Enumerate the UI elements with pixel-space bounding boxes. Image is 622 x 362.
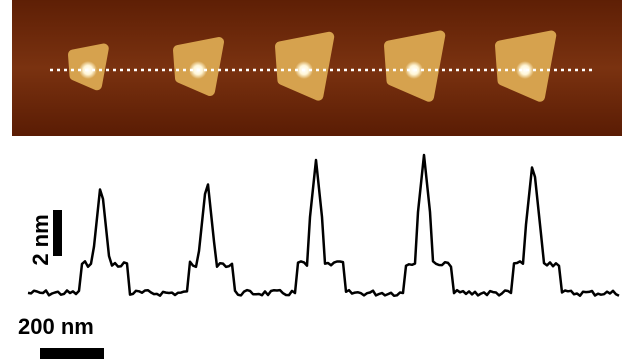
bright-spot xyxy=(516,61,534,79)
page: 2 nm 200 nm (() => { const data = JSON.p… xyxy=(0,0,622,362)
height-profile xyxy=(28,155,619,296)
height-scale-label: 2 nm xyxy=(28,214,53,265)
length-scale-label: 200 nm xyxy=(18,314,94,339)
length-scale-bar xyxy=(40,348,104,359)
figure: 2 nm 200 nm xyxy=(0,0,622,362)
height-scale-bar xyxy=(53,210,62,256)
